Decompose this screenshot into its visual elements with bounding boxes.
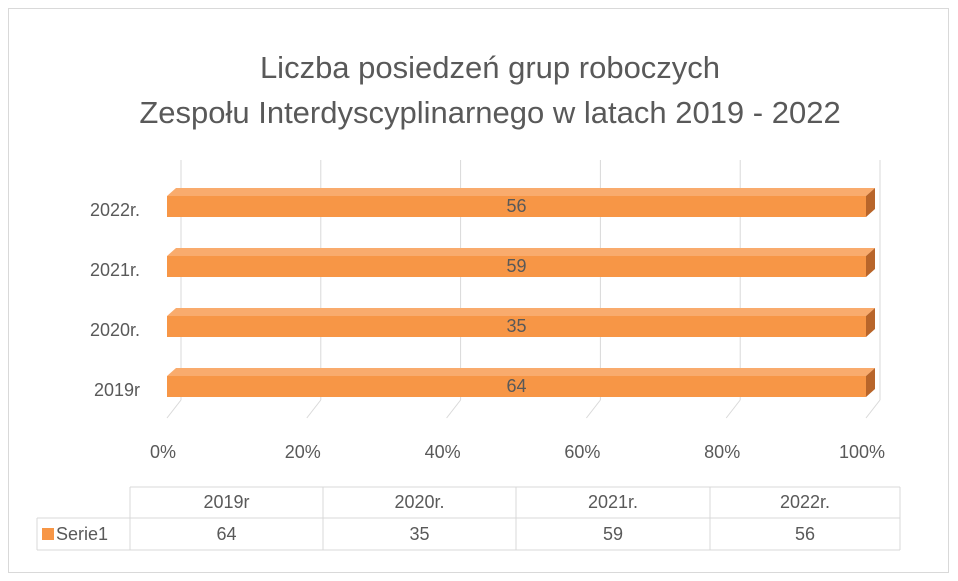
data-label: 64 — [506, 376, 526, 396]
table-cell: 59 — [603, 524, 623, 544]
bar-top — [167, 308, 875, 316]
grid-line — [865, 399, 881, 419]
bar — [167, 196, 866, 217]
bar — [167, 376, 866, 397]
y-tick-label: 2019r — [94, 380, 140, 400]
bar-top — [167, 248, 875, 256]
bar-side — [866, 368, 875, 397]
x-tick-label: 20% — [285, 442, 321, 462]
x-tick-label: 80% — [704, 442, 740, 462]
data-label: 35 — [506, 316, 526, 336]
table-cell: 35 — [409, 524, 429, 544]
grid-line — [725, 399, 741, 419]
table-header: 2019r — [203, 492, 249, 512]
x-tick-label: 40% — [425, 442, 461, 462]
table-header: 2021r. — [588, 492, 638, 512]
bar — [167, 256, 866, 277]
y-tick-label: 2020r. — [90, 320, 140, 340]
table-cell: 56 — [795, 524, 815, 544]
chart-border — [8, 8, 949, 573]
data-label: 59 — [506, 256, 526, 276]
grid-line — [306, 399, 322, 419]
x-tick-label: 60% — [564, 442, 600, 462]
grid-line — [166, 399, 182, 419]
bar-side — [866, 308, 875, 337]
table-header: 2020r. — [394, 492, 444, 512]
bar — [167, 316, 866, 337]
legend-label: Serie1 — [56, 524, 108, 544]
grid-line — [586, 399, 601, 419]
bar-side — [866, 188, 875, 217]
y-tick-label: 2022r. — [90, 200, 140, 220]
grid-line — [446, 399, 461, 419]
table-cell: 64 — [216, 524, 236, 544]
x-tick-label: 0% — [150, 442, 176, 462]
x-tick-label: 100% — [839, 442, 885, 462]
table-header: 2022r. — [780, 492, 830, 512]
data-label: 56 — [506, 196, 526, 216]
bar-top — [167, 188, 875, 196]
y-tick-label: 2021r. — [90, 260, 140, 280]
chart-title: Liczba posiedzeń grup roboczych Zespołu I… — [139, 50, 840, 130]
bar-top — [167, 368, 875, 376]
legend-key — [42, 528, 54, 540]
bar-side — [866, 248, 875, 277]
